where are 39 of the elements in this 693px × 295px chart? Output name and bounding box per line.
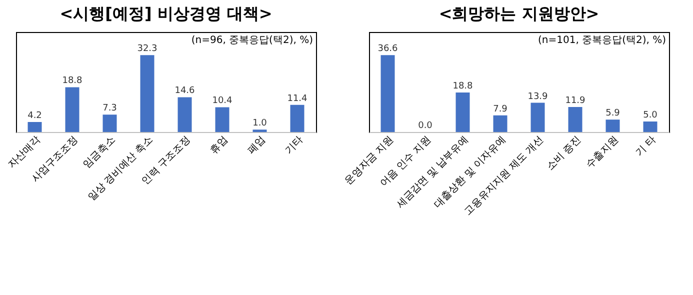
bar <box>215 107 230 132</box>
data-label: 32.3 <box>137 44 158 54</box>
data-label: 10.4 <box>212 96 233 106</box>
data-label: 36.6 <box>378 44 398 54</box>
chart-title: <시행[예정] 비상경영 대책> <box>60 4 272 23</box>
x-tick-label: 소비 증진 <box>544 134 584 173</box>
data-label: 11.4 <box>287 94 308 104</box>
data-label: 4.2 <box>28 111 42 121</box>
data-label: 18.8 <box>452 81 474 92</box>
chart-title: <희망하는 지원방안> <box>438 4 600 23</box>
bar <box>643 121 658 132</box>
x-tick-label: 기 타 <box>634 134 658 159</box>
bar <box>606 120 620 132</box>
x-tick-label: 폐업 <box>246 134 268 156</box>
text: (n=101, 중복응답(택2), %) <box>538 35 666 46</box>
data-label: 0.0 <box>418 121 433 131</box>
bar <box>102 114 117 132</box>
bar <box>530 102 545 132</box>
data-label: 18.8 <box>62 76 83 86</box>
bar <box>140 55 154 132</box>
x-tick-label: 기타 <box>283 134 306 156</box>
bar <box>456 92 470 132</box>
bar <box>178 97 192 132</box>
bar <box>290 104 304 132</box>
data-label: 11.9 <box>565 96 586 106</box>
bar <box>493 115 508 132</box>
data-label: 7.3 <box>102 104 117 114</box>
data-label: 14.6 <box>174 86 196 96</box>
x-tick-label: 휴업 <box>208 134 230 156</box>
bar <box>380 55 395 132</box>
data-label: 5.9 <box>606 108 620 119</box>
bar <box>568 106 582 132</box>
data-label: 7.9 <box>493 104 508 114</box>
data-label: 5.0 <box>643 110 658 120</box>
bar <box>65 87 80 132</box>
text: (n=96, 중복응답(택2), %) <box>191 35 314 46</box>
data-label: 13.9 <box>528 92 548 102</box>
data-label: 1.0 <box>252 118 268 129</box>
bar <box>28 122 42 132</box>
